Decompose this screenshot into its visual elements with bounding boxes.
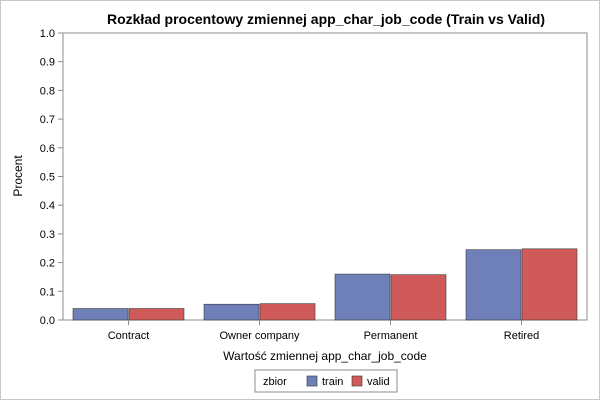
legend-swatch-train: [306, 375, 318, 387]
y-tick-label: 0.0: [40, 315, 55, 327]
y-tick-label: 0.7: [40, 114, 55, 126]
legend: zbior train valid: [254, 369, 398, 393]
legend-label-train: train: [322, 376, 343, 388]
bar-valid-0: [128, 308, 185, 321]
y-tick-label: 0.5: [40, 172, 55, 184]
x-tick-label: Retired: [504, 330, 539, 342]
legend-swatch-valid: [351, 375, 363, 387]
y-tick-label: 0.6: [40, 143, 55, 155]
bar-train-0: [72, 308, 129, 321]
bar-valid-1: [259, 303, 316, 321]
y-tick-label: 0.2: [40, 258, 55, 270]
y-tick-label: 0.3: [40, 229, 55, 241]
y-axis: 0.0 0.1 0.2 0.3 0.4 0.5 0.6 0.7 0.8 0.9 1.0: [40, 28, 63, 327]
chart-title: Rozkład procentowy zmiennej app_char_job…: [107, 11, 545, 27]
x-axis: Contract Owner company Permanent Retired: [108, 320, 539, 342]
bar-valid-2: [390, 274, 447, 321]
y-axis-label: Procent: [11, 155, 25, 197]
x-tick-label: Contract: [108, 330, 150, 342]
y-tick-label: 0.9: [40, 57, 55, 69]
bar-valid-3: [521, 248, 578, 321]
legend-label-valid: valid: [367, 376, 390, 388]
x-tick-label: Owner company: [219, 330, 300, 342]
y-tick-label: 1.0: [40, 28, 55, 40]
bars: [72, 248, 578, 321]
y-tick-label: 0.8: [40, 85, 55, 97]
legend-box: [254, 369, 398, 393]
bar-train-2: [334, 273, 391, 321]
bar-train-1: [203, 303, 260, 321]
y-tick-label: 0.1: [40, 286, 55, 298]
bar-train-3: [465, 249, 522, 321]
y-tick-label: 0.4: [40, 200, 55, 212]
x-tick-label: Permanent: [364, 330, 418, 342]
x-axis-label: Wartość zmiennej app_char_job_code: [223, 349, 427, 363]
legend-title: zbior: [263, 376, 287, 388]
